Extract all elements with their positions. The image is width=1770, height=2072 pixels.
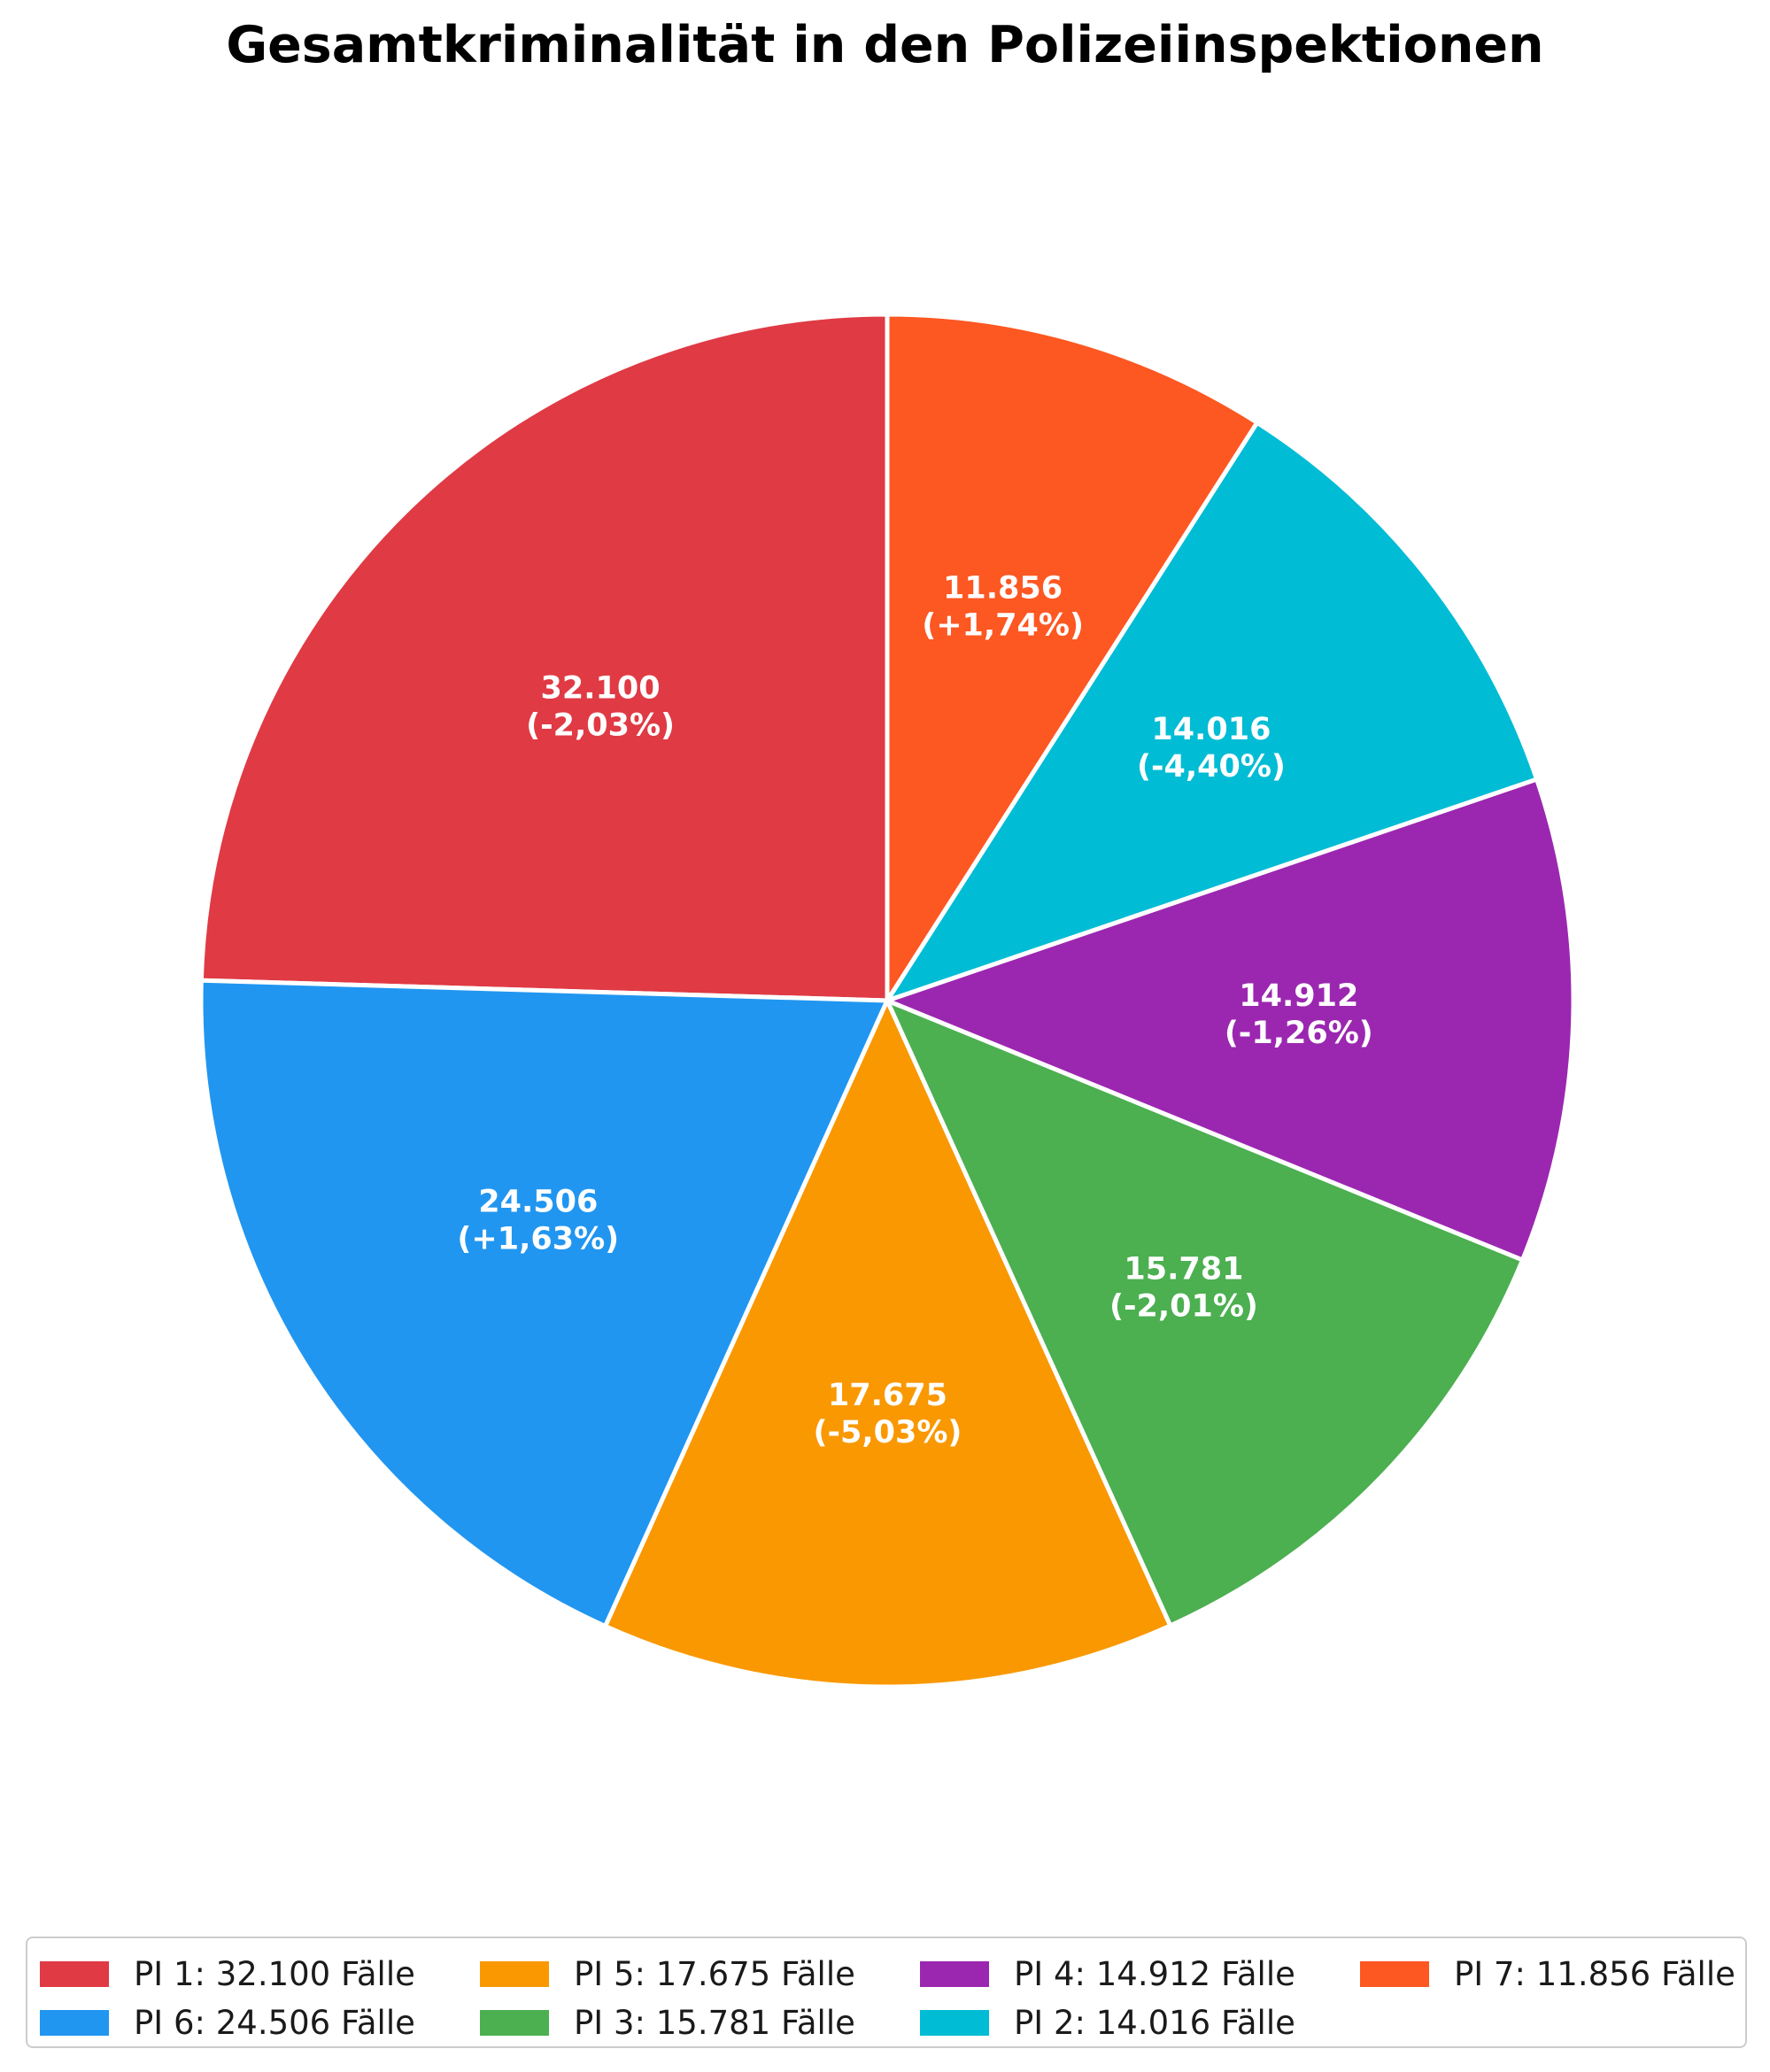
chart-title: Gesamtkriminalität in den Polizeiinspekt… [226,16,1544,74]
pie-slice-labels: 32.100(-2,03%) 24.506(+1,63%) 17.675(-5,03… [457,571,1372,1450]
legend-swatch [920,2009,989,2036]
legend-label: PI 6: 24.506 Fälle [134,2003,415,2042]
slice-value-label: 11.856 [943,571,1063,607]
legend-label: PI 7: 11.856 Fälle [1454,1954,1735,1993]
legend-label: PI 5: 17.675 Fälle [574,1954,855,1993]
legend-swatch [40,1960,109,1987]
legend-item-pi-2: PI 2: 14.016 Fälle [920,2003,1295,2042]
pie-slice-pi-2 [885,420,1540,1003]
legend-item-pi-1: PI 1: 32.100 Fälle [40,1954,415,1993]
slice-change-label: (-1,26%) [1225,1016,1373,1051]
pie-slice-pi-6 [198,978,890,1629]
slice-change-label: (-2,03%) [526,707,675,743]
legend-swatch [1360,1960,1429,1987]
legend-swatch [920,1960,989,1987]
slice-change-label: (-5,03%) [813,1415,962,1450]
pie-slice-pi-5 [603,998,1173,1689]
legend-item-pi-3: PI 3: 15.781 Fälle [480,2003,855,2042]
legend-item-pi-5: PI 5: 17.675 Fälle [480,1954,855,1993]
legend-item-pi-4: PI 4: 14.912 Fälle [920,1954,1295,1993]
slice-value-label: 32.100 [541,670,661,706]
legend-label: PI 1: 32.100 Fälle [134,1954,415,1993]
pie-slice-pi-7 [885,312,1260,1003]
legend-swatch [480,2009,549,2036]
legend: PI 1: 32.100 Fälle PI 6: 24.506 Fälle PI 5… [26,1937,1747,2048]
pie-chart: 32.100(-2,03%) 24.506(+1,63%) 17.675(-5,03… [198,312,1576,1689]
slice-change-label: (-4,40%) [1137,749,1286,785]
pie-slice-pi-4 [885,777,1576,1263]
slice-change-label: (+1,63%) [457,1222,619,1257]
slice-change-label: (-2,01%) [1109,1289,1258,1325]
slice-value-label: 24.506 [478,1185,598,1220]
legend-item-pi-6: PI 6: 24.506 Fälle [40,2003,415,2042]
slice-value-label: 14.912 [1239,978,1358,1014]
legend-label: PI 4: 14.912 Fälle [1014,1954,1295,1993]
legend-swatch [40,2009,109,2036]
pie-slice-pi-3 [885,998,1525,1628]
slice-change-label: (+1,74%) [922,608,1084,644]
slice-value-label: 15.781 [1124,1252,1243,1287]
legend-swatch [480,1960,549,1987]
pie-slices [198,312,1576,1689]
legend-label: PI 3: 15.781 Fälle [574,2003,855,2042]
slice-value-label: 14.016 [1151,712,1271,747]
legend-item-pi-7: PI 7: 11.856 Fälle [1360,1954,1735,1993]
slice-value-label: 17.675 [828,1378,947,1413]
legend-label: PI 2: 14.016 Fälle [1014,2003,1295,2042]
pie-slice-pi-1 [198,312,890,1003]
